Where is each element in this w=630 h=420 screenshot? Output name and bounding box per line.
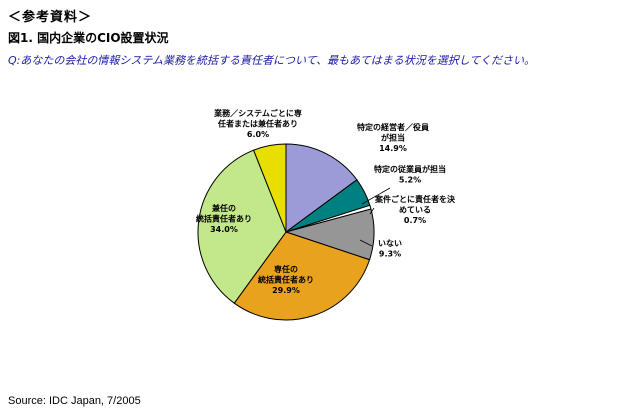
survey-question: Q:あなたの会社の情報システム業務を統括する責任者について、最もあてはまる状況を… bbox=[8, 54, 536, 67]
slice-label-3: いない 9.3% bbox=[378, 239, 402, 259]
pie-slice-0 bbox=[285, 143, 358, 233]
slice-label-2: 案件ごとに責任者を決めている 0.7% bbox=[374, 194, 456, 225]
leader-line-3 bbox=[359, 239, 373, 247]
source-note: Source: IDC Japan, 7/2005 bbox=[8, 395, 141, 407]
pie-slice-5 bbox=[197, 149, 287, 304]
reference-heading: ＜参考資料＞ bbox=[8, 10, 93, 25]
pie-slice-6 bbox=[252, 143, 287, 233]
slice-label-4: 専任の統括責任者あり 29.9% bbox=[258, 264, 314, 295]
leader-line-1 bbox=[361, 187, 391, 205]
slice-label-0: 特定の経営者／役員が担当 14.9% bbox=[357, 122, 429, 153]
slice-label-1: 特定の従業員が担当 5.2% bbox=[374, 164, 446, 185]
pie-slice-4 bbox=[233, 231, 371, 321]
slice-label-5: 兼任の統括責任者あり 34.0% bbox=[196, 203, 252, 234]
figure-title: 図1. 国内企業のCIO設置状況 bbox=[8, 31, 169, 45]
leader-line-2 bbox=[369, 207, 375, 215]
slice-label-6: 業務／システムごとに専任者または兼任者あり 6.0% bbox=[213, 108, 302, 139]
